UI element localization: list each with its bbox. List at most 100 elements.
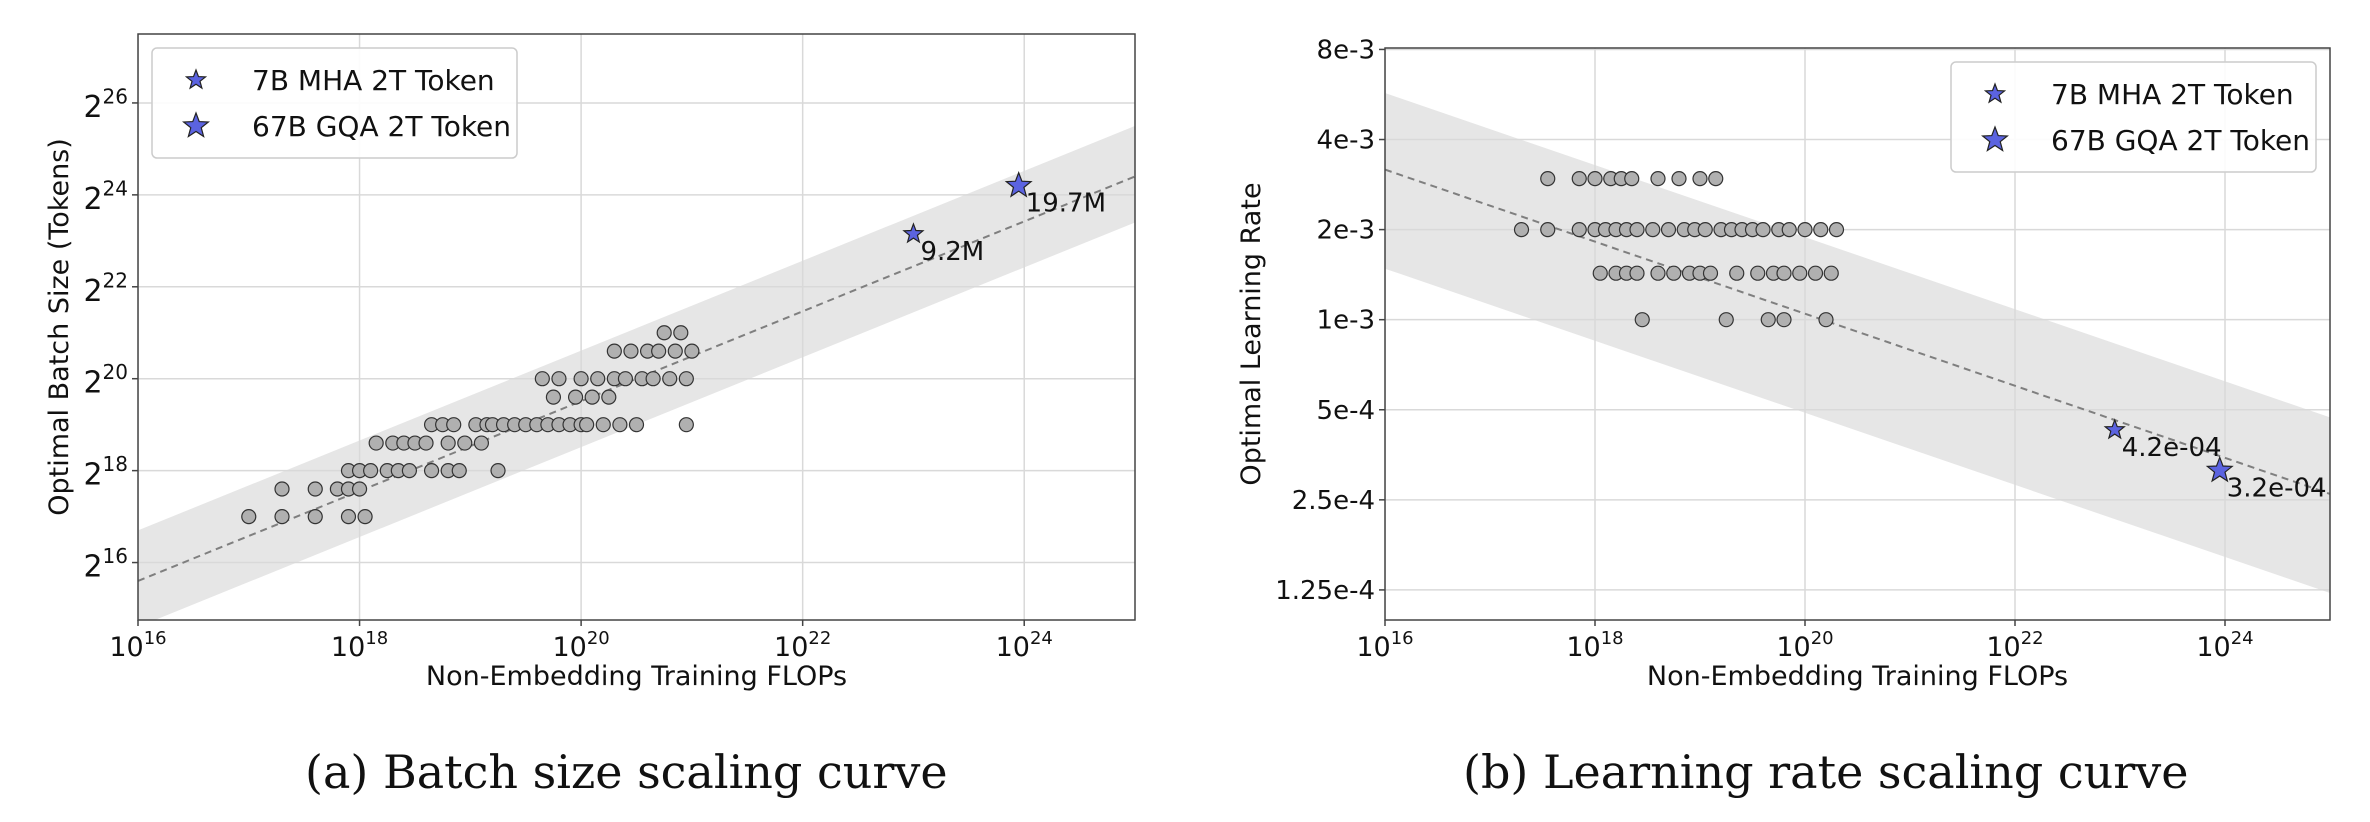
data-point [1666,265,1682,281]
x-tick-label: 1020 [1776,628,1833,663]
x-tick-label-base: 10 [2196,632,2230,663]
data-point [1513,221,1530,238]
data-point [1650,265,1666,281]
data-point [1807,265,1824,281]
data-point [418,435,434,451]
data-point [1629,221,1645,238]
data-point [307,508,323,525]
data-point [368,435,384,451]
legend-box [151,47,518,159]
data-point [1592,265,1608,281]
y-tick-label: 224 [83,176,128,217]
x-axis-label: Non-Embedding Training FLOPs [426,661,847,692]
y-axis-label: Optimal Learning Rate [1236,182,1267,485]
star-7b-mha [902,222,925,244]
plot-area [1385,48,2330,620]
data-point [584,389,600,405]
y-tick-label-exp: 16 [103,544,128,568]
data-point [1702,265,1719,281]
x-tick-label-base: 10 [1776,632,1810,663]
x-tick-label-base: 10 [552,632,586,663]
legend-label: 7B MHA 2T Token [252,64,495,97]
legend-box [1950,61,2317,173]
legend: 7B MHA 2T Token 67B GQA 2T Token [1950,61,2317,173]
data-point [534,371,550,387]
caption-batch-size: (a) Batch size scaling curve [305,745,948,799]
y-tick-label: 226 [83,84,128,125]
data-point [1823,265,1839,281]
data-point [590,371,606,387]
data-point [307,481,323,497]
y-tick-label-base: 2 [83,366,102,401]
x-tick-label: 1016 [1356,628,1413,663]
data-point [645,371,661,387]
data-point [673,325,689,341]
star-annotation: 9.2M [920,237,984,267]
data-point [1629,265,1645,281]
data-point [446,417,462,433]
data-point [457,435,473,451]
x-tick-label: 1022 [1986,628,2043,663]
y-tick-label-base: 2 [83,458,102,493]
data-point [551,371,567,387]
y-tick-label: 1.25e-4 [1275,576,1375,606]
data-point [1587,171,1603,187]
x-tick-label-base: 10 [996,632,1030,663]
data-point [363,463,379,479]
data-point [628,417,645,433]
data-point [401,463,418,479]
data-point [1660,221,1677,238]
data-point [606,343,622,359]
x-tick-label-base: 10 [1566,632,1600,663]
data-point [274,508,290,525]
data-point [1755,221,1771,238]
x-tick-label-exp: 24 [1030,628,1053,649]
data-point [1634,312,1650,328]
star-annotation: 19.7M [1026,189,1106,219]
x-tick-label-base: 10 [109,632,143,663]
data-point [579,417,595,433]
data-point [1650,171,1666,187]
x-tick-label-base: 10 [1356,632,1390,663]
data-point [651,343,667,359]
data-point [423,463,440,479]
data-point [567,389,584,405]
y-tick-label-exp: 24 [103,176,128,200]
data-point [473,435,490,451]
x-tick-label: 1018 [331,628,388,663]
y-tick-label: 1e-3 [1317,306,1375,336]
y-tick-label: 216 [83,544,128,585]
x-tick-label: 1018 [1566,628,1623,663]
data-point [1729,265,1745,281]
data-point [1760,312,1776,328]
x-tick-label-base: 10 [331,632,365,663]
y-tick-label-base: 2 [83,182,102,217]
y-tick-label-base: 2 [83,550,102,585]
y-tick-label: 2e-3 [1317,216,1375,246]
data-point [1813,221,1829,238]
data-point [1792,265,1808,281]
data-point [1750,265,1766,281]
data-point [1697,221,1713,238]
data-point [351,481,368,497]
x-tick-label-exp: 20 [587,628,610,649]
y-tick-label-exp: 18 [103,452,128,476]
data-point [1571,221,1587,238]
x-tick-label-exp: 22 [808,628,831,649]
data-point [1571,171,1587,187]
y-tick-label: 218 [83,452,128,493]
confidence-band [138,125,1135,620]
data-point [490,463,506,479]
data-point [662,371,678,387]
y-tick-label: 8e-3 [1317,35,1375,65]
legend-star-small [184,68,208,90]
x-tick-label-exp: 24 [2231,628,2254,649]
confidence-band [1385,93,2330,593]
data-point [545,389,562,405]
y-tick-label-base: 2 [83,90,102,125]
data-point [1624,171,1640,187]
data-point [1776,312,1792,328]
legend-star-small [1983,82,2007,104]
